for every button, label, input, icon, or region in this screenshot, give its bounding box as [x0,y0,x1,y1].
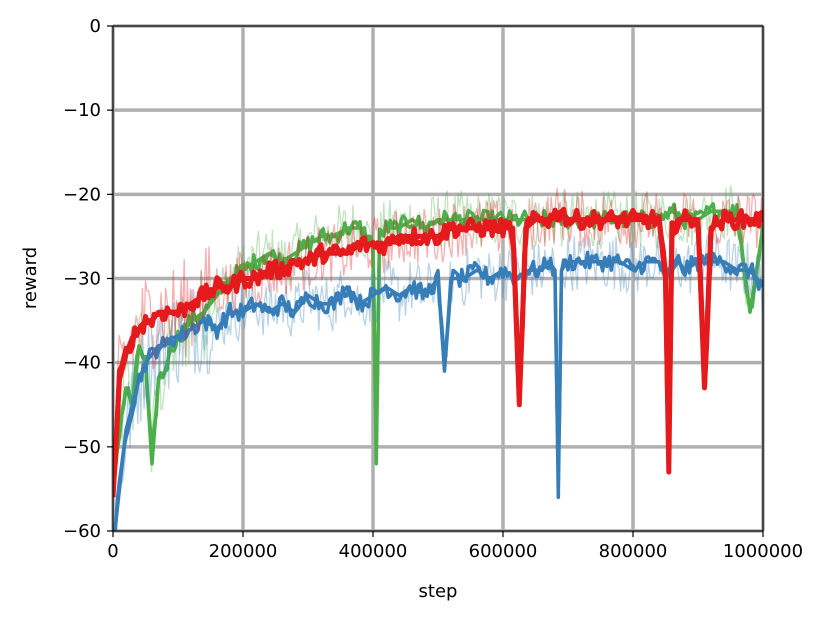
y-tick-label: −50 [63,437,101,458]
y-tick-label: −10 [63,100,101,121]
series-line-points [113,208,763,498]
x-tick-label: 600000 [469,541,538,562]
series-2 [113,188,763,498]
series-raw-line [115,234,763,531]
y-tick-label: −30 [63,269,101,290]
y-tick-label: −40 [63,353,101,374]
series-line [113,206,763,493]
series-layer [113,185,763,531]
ticks: 0 200000 400000 600000 800000 1000000 0 −10 −20 −… [63,16,803,562]
x-tick-label: 400000 [339,541,408,562]
x-tick-label: 1000000 [723,541,803,562]
x-tick-label: 200000 [209,541,278,562]
series-line-points [113,259,763,531]
x-axis-label: step [419,581,458,602]
y-tick-label: 0 [90,16,101,37]
y-tick-label: −60 [63,521,101,542]
x-tick-label: 800000 [599,541,668,562]
series-1 [113,234,763,531]
series-line [113,250,763,531]
x-tick-label: 0 [107,541,118,562]
y-axis-label: reward [20,247,41,309]
y-tick-label: −20 [63,184,101,205]
